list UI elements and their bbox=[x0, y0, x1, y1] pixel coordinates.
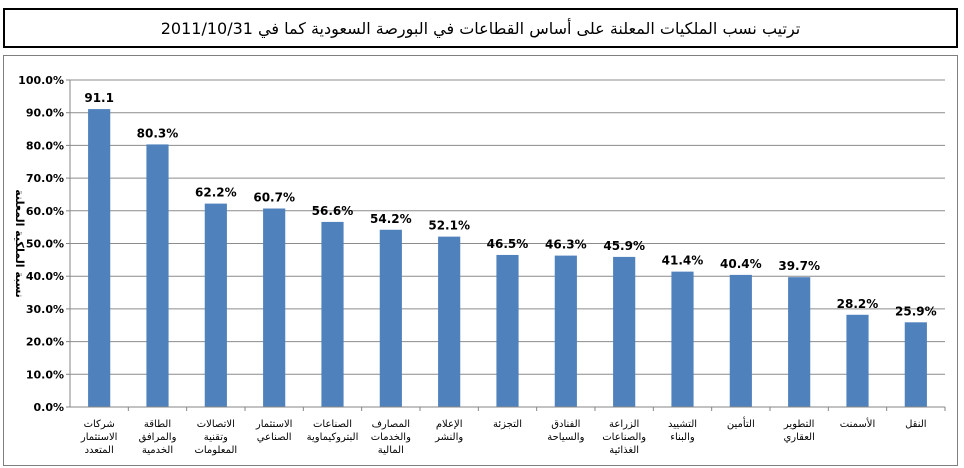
category-label: العقاري bbox=[783, 432, 814, 443]
data-label: 46.5% bbox=[487, 237, 529, 251]
data-label: 56.6% bbox=[312, 204, 354, 218]
category-label: والبناء bbox=[670, 432, 695, 443]
y-tick-label: 50.0% bbox=[26, 238, 64, 251]
data-label: 40.4% bbox=[720, 257, 762, 271]
data-labels: 91.1 80.3% 62.2% 60.7% 56.6% 54.2% 52.1% 46.5% 4… bbox=[84, 91, 936, 318]
y-tick-label: 60.0% bbox=[26, 205, 64, 218]
data-label: 62.2% bbox=[195, 186, 237, 200]
data-label: 60.7% bbox=[253, 191, 295, 205]
category-label: الفنادق bbox=[551, 419, 580, 430]
bar bbox=[788, 277, 811, 407]
bar bbox=[846, 314, 869, 407]
category-label: والنشر bbox=[434, 432, 463, 443]
y-tick-label: 70.0% bbox=[26, 172, 64, 185]
data-label: 39.7% bbox=[778, 259, 820, 273]
data-label: 28.2% bbox=[837, 297, 879, 311]
y-tick-label: 10.0% bbox=[26, 368, 64, 381]
y-tick-label: 40.0% bbox=[26, 270, 64, 283]
bar bbox=[904, 322, 927, 407]
y-tick-label: 30.0% bbox=[26, 303, 64, 316]
data-label: 46.3% bbox=[545, 238, 587, 252]
data-label: 52.1% bbox=[428, 219, 470, 233]
y-tick-label: 90.0% bbox=[26, 107, 64, 120]
bar bbox=[321, 221, 344, 407]
y-axis-ticks: 0.0% 10.0% 20.0% 30.0% 40.0% 50.0% 60.0% 70.0% 8… bbox=[18, 74, 70, 414]
category-label: الاستثمار bbox=[80, 432, 118, 443]
y-tick-label: 80.0% bbox=[26, 139, 64, 152]
category-labels: شركات الاستثمار المتعدد الطاقة والمرافق الخدم… bbox=[80, 407, 946, 456]
bar bbox=[146, 144, 169, 407]
data-label: 25.9% bbox=[895, 304, 937, 318]
category-label: والخدمات bbox=[371, 432, 411, 443]
y-tick-label: 0.0% bbox=[33, 401, 64, 414]
category-label: التشييد bbox=[668, 419, 697, 430]
category-label: والمرافق bbox=[139, 432, 177, 443]
data-label: 91.1 bbox=[84, 91, 114, 105]
category-label: والصناعات bbox=[602, 432, 646, 443]
category-label: المالية bbox=[378, 445, 404, 456]
bar bbox=[204, 203, 227, 407]
bar bbox=[554, 255, 577, 407]
bar bbox=[729, 274, 752, 407]
category-label: الزراعة bbox=[609, 419, 639, 430]
y-tick-label: 100.0% bbox=[18, 74, 64, 87]
data-label: 80.3% bbox=[137, 126, 179, 140]
category-label: والسياحة bbox=[547, 432, 584, 443]
category-label: الاتصالات bbox=[197, 419, 235, 430]
bar bbox=[613, 256, 636, 407]
category-label: الغذائية bbox=[609, 445, 639, 456]
chart-title-box: ترتيب نسب الملكيات المعلنة على أساس القط… bbox=[3, 8, 958, 48]
bar bbox=[671, 271, 694, 407]
category-label: الأسمنت bbox=[840, 417, 875, 430]
category-label: التجزئة bbox=[493, 419, 522, 430]
bar bbox=[496, 254, 519, 407]
category-label: الإعلام bbox=[436, 419, 463, 430]
category-label: الاستثمار bbox=[255, 419, 293, 430]
category-label: الخدمية bbox=[142, 445, 173, 456]
bars bbox=[88, 109, 927, 407]
bar bbox=[379, 229, 402, 407]
y-axis-label: نسبة الملكية المعلنة bbox=[13, 189, 26, 298]
chart-title: ترتيب نسب الملكيات المعلنة على أساس القط… bbox=[160, 18, 801, 38]
category-label: النقل bbox=[905, 419, 926, 430]
category-label: التأمين bbox=[727, 416, 755, 430]
category-label: المصارف bbox=[372, 419, 411, 430]
category-label: الصناعي bbox=[257, 432, 292, 443]
category-label: المعلومات bbox=[194, 445, 237, 456]
category-label: الطاقة bbox=[144, 419, 171, 430]
category-label: البتروكيماوية bbox=[307, 432, 359, 443]
y-tick-label: 20.0% bbox=[26, 336, 64, 349]
data-label: 41.4% bbox=[662, 254, 704, 268]
bar bbox=[88, 109, 111, 407]
category-label: وتقنية bbox=[204, 432, 228, 443]
category-label: التطوير bbox=[783, 419, 815, 430]
category-label: المتعدد bbox=[85, 445, 114, 456]
category-label: الصناعات bbox=[313, 419, 352, 430]
data-label: 54.2% bbox=[370, 212, 412, 226]
bar bbox=[438, 236, 461, 407]
data-label: 45.9% bbox=[603, 239, 645, 253]
bar bbox=[263, 208, 286, 407]
category-label: شركات bbox=[84, 419, 115, 430]
axes bbox=[69, 80, 945, 408]
